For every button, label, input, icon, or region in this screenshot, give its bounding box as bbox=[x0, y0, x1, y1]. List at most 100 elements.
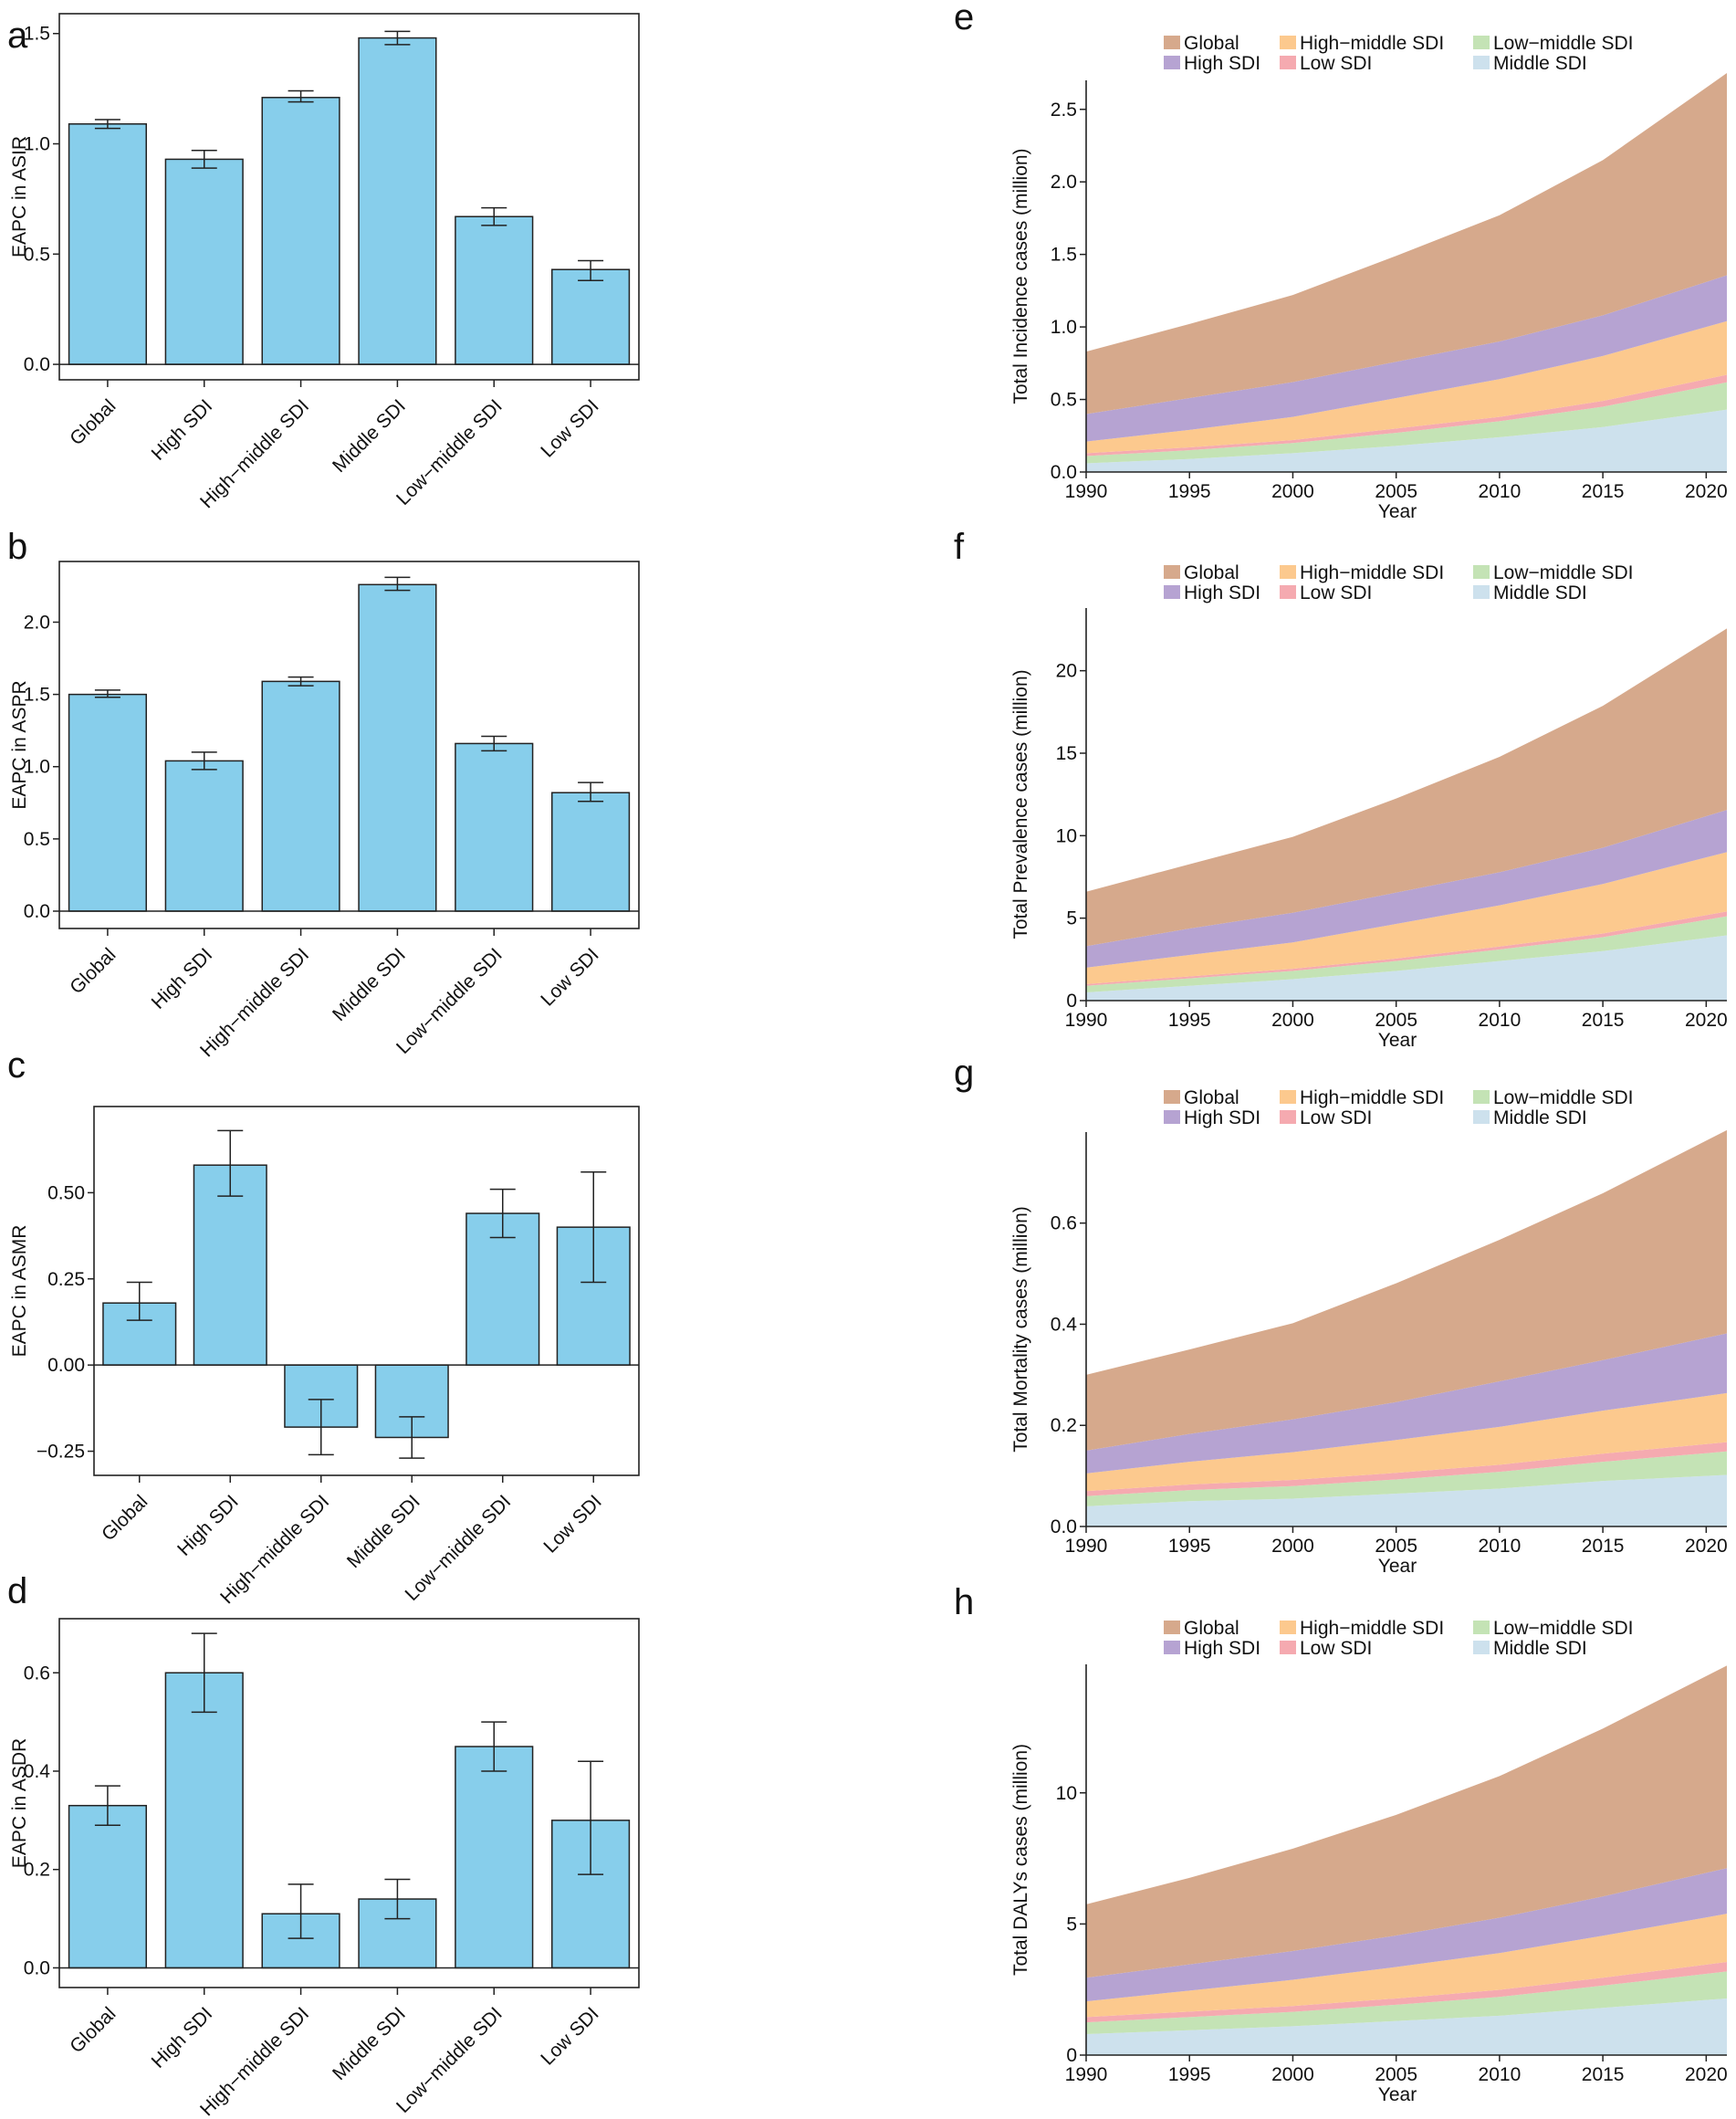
legend-label: Middle SDI bbox=[1493, 1638, 1587, 1659]
legend-swatch bbox=[1473, 56, 1490, 69]
category-label: Middle SDI bbox=[343, 1491, 424, 1572]
legend-label: Global bbox=[1184, 1087, 1239, 1108]
area-series bbox=[1086, 1665, 1727, 1978]
legend: Global High−middle SDI Low−middle SDI High … bbox=[1164, 1618, 1634, 1659]
bar bbox=[261, 680, 340, 912]
legend-swatch bbox=[1473, 565, 1490, 579]
legend-label: Global bbox=[1184, 562, 1239, 583]
legend-label: Global bbox=[1184, 1618, 1239, 1639]
y-tick-label: 0.4 bbox=[24, 1761, 51, 1782]
y-axis-title: EAPC in ASMR bbox=[9, 1225, 30, 1358]
legend-label: Low−middle SDI bbox=[1493, 1087, 1634, 1108]
panel-letter: c bbox=[7, 1045, 26, 1086]
y-tick-label: 1.5 bbox=[1051, 245, 1077, 266]
bar bbox=[68, 1804, 147, 1969]
y-tick-label: 0.2 bbox=[24, 1860, 50, 1881]
legend-swatch bbox=[1280, 1641, 1296, 1654]
bar bbox=[164, 158, 244, 365]
category-label: Low SDI bbox=[537, 944, 602, 1010]
legend-swatch bbox=[1280, 1090, 1296, 1104]
category-label: Low SDI bbox=[537, 2003, 602, 2069]
area-series bbox=[1086, 810, 1727, 968]
area-series bbox=[1086, 935, 1727, 1001]
category-label: High SDI bbox=[148, 944, 217, 1013]
x-tick-label: 1995 bbox=[1168, 1010, 1211, 1031]
bar bbox=[358, 583, 437, 912]
category-label: High SDI bbox=[148, 2003, 217, 2072]
bar bbox=[455, 215, 534, 365]
y-tick-label: 0.25 bbox=[47, 1269, 85, 1290]
legend-label: Middle SDI bbox=[1493, 582, 1587, 603]
area-series bbox=[1086, 628, 1727, 947]
legend-swatch bbox=[1280, 56, 1296, 69]
x-tick-label: 2010 bbox=[1479, 1010, 1522, 1031]
y-tick-label: 0 bbox=[1066, 991, 1077, 1012]
y-tick-label: 0.0 bbox=[1051, 462, 1077, 483]
legend-label: High−middle SDI bbox=[1300, 562, 1444, 583]
x-tick-label: 2000 bbox=[1271, 1010, 1314, 1031]
y-tick-label: 2.0 bbox=[1051, 172, 1077, 193]
y-axis-title: Total DALYs cases (million) bbox=[1010, 1744, 1031, 1976]
area-series bbox=[1086, 1868, 1727, 2002]
panel-letter: g bbox=[954, 1053, 974, 1093]
panel-letter: a bbox=[7, 16, 28, 56]
category-label: Global bbox=[98, 1491, 152, 1545]
legend-label: Middle SDI bbox=[1493, 53, 1587, 74]
area-series bbox=[1086, 1962, 1727, 2023]
y-axis-title: EAPC in ASIR bbox=[9, 136, 30, 257]
legend-label: High−middle SDI bbox=[1300, 1087, 1444, 1108]
x-tick-label: 2010 bbox=[1479, 2064, 1522, 2085]
y-tick-label: 1.0 bbox=[24, 134, 50, 155]
category-label: Low−middle SDI bbox=[392, 944, 507, 1058]
area-series bbox=[1086, 1914, 1727, 2018]
y-tick-label: 1.5 bbox=[24, 24, 50, 45]
bar bbox=[455, 742, 534, 912]
legend: Global High−middle SDI Low−middle SDI High … bbox=[1164, 33, 1634, 74]
area-series bbox=[1086, 1971, 1727, 2035]
area-series bbox=[1086, 1442, 1727, 1496]
y-tick-label: 0.6 bbox=[1051, 1213, 1077, 1234]
legend-swatch bbox=[1280, 1110, 1296, 1124]
x-tick-label: 2015 bbox=[1582, 2064, 1625, 2085]
area-chart-e: e 0.0 0.5 1.0 1.5 2.0 2.5 1990 1995 2000 2005 2010 2… bbox=[954, 0, 1728, 522]
y-tick-label: 2.0 bbox=[24, 612, 50, 633]
area-series bbox=[1086, 852, 1727, 984]
y-tick-label: 0.0 bbox=[24, 354, 50, 375]
y-tick-label: 0 bbox=[1066, 2045, 1077, 2066]
legend-swatch bbox=[1164, 36, 1180, 49]
y-tick-label: 20 bbox=[1056, 661, 1077, 682]
bar bbox=[164, 760, 244, 912]
legend-swatch bbox=[1164, 1641, 1180, 1654]
category-label: Global bbox=[66, 2003, 120, 2057]
bar bbox=[551, 792, 631, 912]
x-tick-label: 2015 bbox=[1582, 481, 1625, 502]
bar bbox=[551, 268, 631, 365]
x-tick-label: 2020 bbox=[1685, 1536, 1728, 1557]
category-label: High SDI bbox=[148, 395, 217, 465]
legend-swatch bbox=[1280, 565, 1296, 579]
x-tick-label: 1995 bbox=[1168, 2064, 1211, 2085]
area-series bbox=[1086, 916, 1727, 992]
area-series bbox=[1086, 1392, 1727, 1492]
legend-swatch bbox=[1473, 36, 1490, 49]
area-chart-f: f 0 5 10 15 20 1990 1995 2000 2005 2010 2015 2020 Yea… bbox=[954, 527, 1728, 1051]
area-series bbox=[1086, 1474, 1727, 1526]
plot-frame bbox=[58, 561, 640, 929]
area-series bbox=[1086, 1333, 1727, 1474]
x-tick-label: 1990 bbox=[1065, 1536, 1108, 1557]
category-label: Middle SDI bbox=[329, 2003, 410, 2084]
y-tick-label: 15 bbox=[1056, 743, 1077, 764]
legend-label: High−middle SDI bbox=[1300, 33, 1444, 54]
bar bbox=[164, 1672, 244, 1969]
x-tick-label: 1990 bbox=[1065, 481, 1108, 502]
x-axis-title: Year bbox=[1378, 1030, 1417, 1051]
x-tick-label: 2005 bbox=[1375, 1536, 1417, 1557]
category-label: Low−middle SDI bbox=[392, 2003, 507, 2117]
panel-letter: e bbox=[954, 0, 974, 37]
x-tick-label: 2000 bbox=[1271, 2064, 1314, 2085]
category-label: Global bbox=[66, 944, 120, 998]
legend-swatch bbox=[1164, 1090, 1180, 1104]
